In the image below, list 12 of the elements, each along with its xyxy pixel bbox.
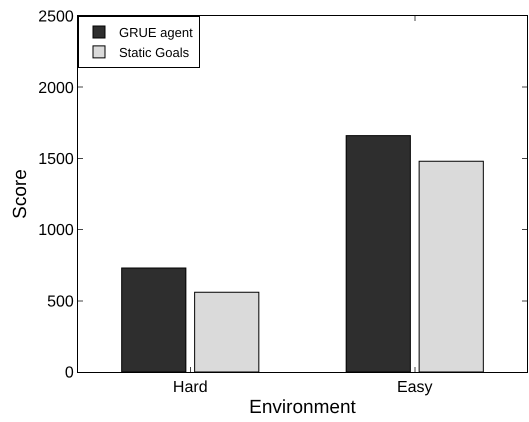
y-axis-title: Score — [10, 169, 32, 219]
legend-label: GRUE agent — [119, 25, 194, 40]
y-tick-label: 2500 — [38, 8, 74, 26]
y-tick-label: 2000 — [38, 80, 74, 97]
x-tick-label: Hard — [172, 379, 208, 396]
y-tick-label: 0 — [64, 364, 74, 382]
x-tick-label: Easy — [396, 379, 433, 396]
legend-label: Static Goals — [119, 44, 190, 60]
y-tick-label: 1000 — [38, 222, 74, 240]
x-axis-title: Environment — [249, 397, 357, 418]
y-tick-label: 500 — [47, 293, 74, 310]
y-tick-label: 1500 — [38, 151, 74, 168]
